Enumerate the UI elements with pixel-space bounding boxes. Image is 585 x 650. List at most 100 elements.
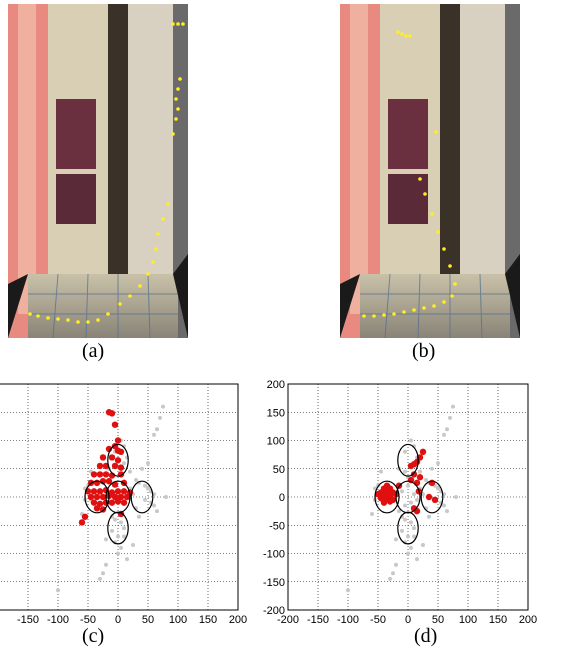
gray-point <box>427 514 431 519</box>
gray-point <box>415 557 419 562</box>
y-tick-label: 200 <box>267 379 285 391</box>
track-point <box>392 312 396 316</box>
gray-point <box>101 571 105 576</box>
red-point <box>413 479 421 487</box>
red-point <box>93 505 101 512</box>
x-tick-label: 200 <box>229 614 247 626</box>
gray-point <box>421 543 425 548</box>
gray-point <box>409 545 413 550</box>
gray-point <box>403 449 407 454</box>
gray-point <box>400 528 404 533</box>
track-point <box>396 30 400 34</box>
track-point <box>423 192 427 196</box>
gray-point <box>143 483 147 488</box>
red-point <box>96 488 104 495</box>
red-point <box>108 410 116 417</box>
gray-point <box>137 514 141 519</box>
track-point <box>86 320 90 324</box>
gray-point <box>379 469 383 474</box>
photo-a <box>8 4 188 338</box>
gray-point <box>430 466 434 471</box>
corridor-image-a <box>8 4 188 338</box>
gray-point <box>448 415 452 420</box>
red-point <box>99 493 107 501</box>
y-tick-label: 150 <box>267 407 285 419</box>
photo-b <box>340 4 520 338</box>
track-point <box>432 304 436 308</box>
gray-point <box>412 534 416 539</box>
gray-point <box>412 492 416 497</box>
cluster-ellipse <box>130 480 154 514</box>
red-point <box>111 493 119 501</box>
gray-point <box>391 571 395 576</box>
track-point <box>453 282 457 286</box>
red-point <box>377 494 385 502</box>
track-point <box>422 306 426 310</box>
gray-point <box>146 486 150 491</box>
red-point <box>431 496 439 504</box>
x-tick-label: 50 <box>142 614 154 626</box>
red-point <box>111 421 119 428</box>
red-point <box>386 498 394 505</box>
track-point <box>96 318 100 322</box>
track-point <box>118 302 122 306</box>
red-point <box>416 474 424 481</box>
red-point <box>419 448 427 455</box>
gray-point <box>409 520 413 525</box>
red-point <box>410 471 418 478</box>
x-tick-label: 100 <box>169 614 187 626</box>
gray-point <box>436 486 440 491</box>
red-point <box>87 493 95 501</box>
red-point <box>123 493 131 501</box>
x-tick-label: -150 <box>307 614 329 626</box>
caption-d: (d) <box>414 625 438 647</box>
red-point <box>120 499 128 506</box>
gray-point <box>164 495 168 499</box>
track-point <box>448 264 452 268</box>
gray-point <box>131 543 135 548</box>
y-tick-label: -50 <box>269 520 285 532</box>
x-tick-label: -150 <box>17 614 39 626</box>
track-point <box>412 308 416 312</box>
cluster-ellipse <box>84 480 110 514</box>
track-point <box>436 230 440 234</box>
track-point <box>400 32 404 36</box>
gray-point <box>445 509 449 514</box>
gray-point <box>128 469 132 474</box>
red-point <box>96 471 104 478</box>
track-point <box>161 217 165 221</box>
gray-point <box>406 483 410 488</box>
gray-point <box>397 509 401 514</box>
gray-point <box>56 588 60 593</box>
cluster-ellipse <box>397 511 419 545</box>
red-point <box>81 513 89 520</box>
track-point <box>176 22 180 26</box>
x-tick-label: 150 <box>489 614 507 626</box>
red-point <box>380 499 388 506</box>
gray-point <box>394 562 398 567</box>
gray-point <box>424 478 428 483</box>
red-point <box>93 493 101 501</box>
caption-c: (c) <box>82 625 105 647</box>
track-point <box>146 272 150 276</box>
red-point <box>117 493 125 501</box>
x-tick-label: 0 <box>115 614 121 626</box>
track-point <box>174 117 178 121</box>
gray-point <box>119 545 123 550</box>
red-point <box>111 462 119 470</box>
track-point <box>46 316 50 320</box>
cluster-ellipse <box>107 511 129 545</box>
track-point <box>28 312 32 316</box>
x-tick-label: 100 <box>459 614 477 626</box>
scatter-plot-c: -150 -100 -50 0 50 100 150 200 <box>0 383 247 626</box>
y-tick-label: -100 <box>263 549 285 561</box>
track-point <box>450 294 454 298</box>
red-point <box>102 471 110 478</box>
y-tick-label: -150 <box>263 577 285 589</box>
gray-point <box>152 503 156 508</box>
cluster-ellipse <box>397 443 419 477</box>
gray-point <box>388 576 392 581</box>
red-point <box>407 462 415 470</box>
track-point <box>434 130 438 134</box>
red-point <box>120 488 128 495</box>
